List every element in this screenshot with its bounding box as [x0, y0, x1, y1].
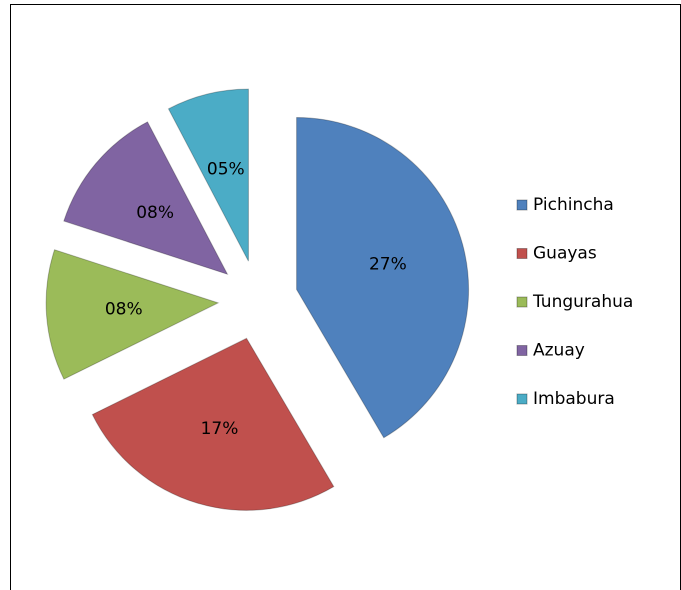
legend-label: Imbabura	[533, 389, 615, 409]
pie-slice	[296, 116, 470, 439]
legend-label: Guayas	[533, 244, 597, 264]
data-label: 08%	[105, 300, 143, 320]
legend-label: Tungurahua	[532, 292, 633, 312]
legend-swatch	[516, 296, 528, 308]
data-label: 27%	[369, 255, 407, 275]
legend-swatch	[516, 199, 528, 211]
legend-swatch	[516, 248, 528, 259]
pie-slice	[91, 337, 335, 511]
legend-swatch	[516, 393, 528, 405]
data-label: 08%	[136, 203, 174, 223]
data-label: 05%	[207, 159, 245, 179]
pie-slice	[63, 121, 229, 276]
data-label: 17%	[201, 419, 239, 439]
legend-label: Pichincha	[533, 195, 614, 215]
legend-label: Azuay	[533, 341, 585, 361]
legend-swatch	[516, 345, 528, 356]
pie-slice	[167, 88, 249, 262]
pie-slice	[45, 249, 220, 380]
